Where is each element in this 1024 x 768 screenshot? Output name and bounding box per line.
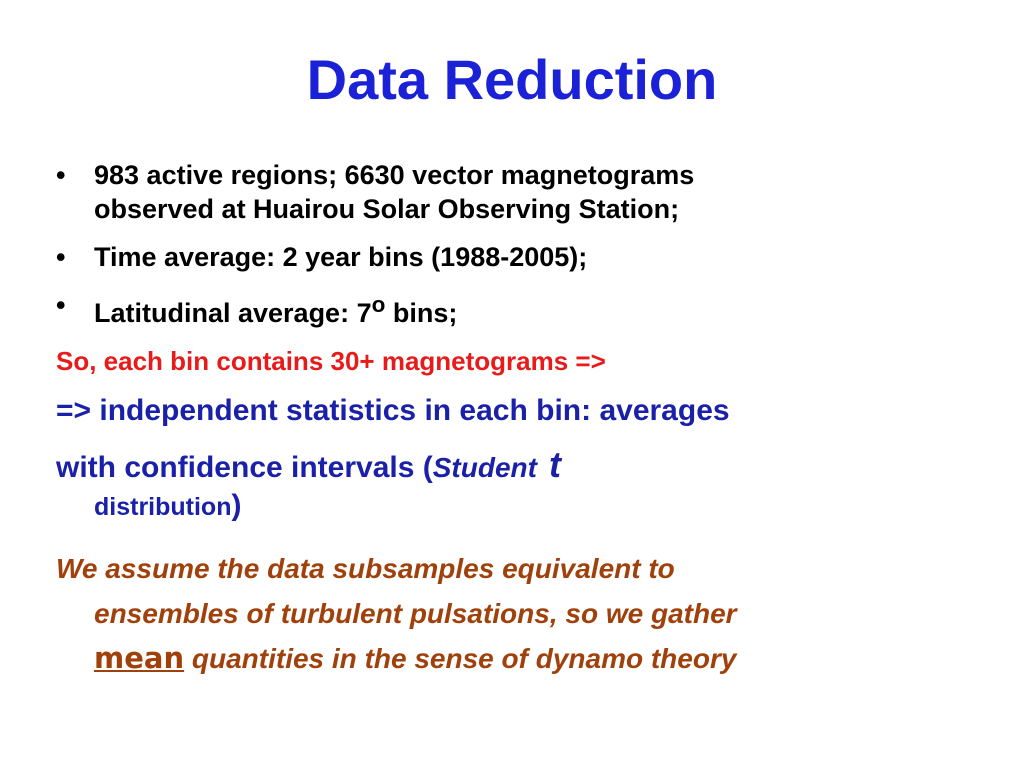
- red-statement: So, each bin contains 30+ magnetograms =…: [56, 346, 606, 376]
- bullet-text: Time average: 2 year bins (1988-2005);: [94, 242, 588, 272]
- brown-line-1: We assume the data subsamples equivalent…: [56, 553, 675, 584]
- slide-title: Data Reduction: [306, 48, 718, 111]
- mean-word: mean: [94, 641, 185, 675]
- bullet-text-after: bins;: [385, 298, 458, 328]
- blue-statement: => independent statistics in each bin: a…: [56, 392, 986, 526]
- bullet-text: 983 active regions; 6630 vector magnetog…: [94, 158, 986, 226]
- bullet-item-time-average: • Time average: 2 year bins (1988-2005);: [56, 240, 986, 274]
- brown-line-3: mean quantities in the sense of dynamo t…: [56, 636, 986, 681]
- blue-line-2-text: with confidence intervals (: [56, 451, 433, 484]
- bullet-dot-icon: •: [56, 290, 66, 320]
- blue-line-3: distribution): [56, 487, 986, 526]
- bullet-line: 983 active regions; 6630 vector magnetog…: [94, 160, 695, 190]
- bullet-dot-icon: •: [56, 160, 66, 190]
- degree-superscript: o: [371, 292, 386, 317]
- bullet-dot-icon: •: [56, 242, 66, 272]
- bullet-item-regions: • 983 active regions; 6630 vector magnet…: [56, 158, 986, 226]
- t-letter: t: [548, 444, 561, 485]
- distribution-word: distribution: [94, 493, 232, 521]
- brown-statement: We assume the data subsamples equivalent…: [56, 546, 986, 681]
- student-word: Student: [432, 452, 537, 483]
- blue-line-1: => independent statistics in each bin: a…: [56, 394, 730, 427]
- close-paren: ): [231, 489, 242, 522]
- brown-line-2: ensembles of turbulent pulsations, so we…: [94, 598, 737, 629]
- bullet-item-latitudinal-average: • Latitudinal average: 7o bins;: [56, 288, 986, 330]
- bullet-line: observed at Huairou Solar Observing Stat…: [94, 194, 680, 224]
- blue-line-2: with confidence intervals (Student t: [56, 446, 986, 487]
- bullet-text-main: Latitudinal average: 7: [94, 298, 372, 328]
- bullet-text: Latitudinal average: 7o bins;: [94, 288, 986, 330]
- slide-content: • 983 active regions; 6630 vector magnet…: [56, 158, 986, 681]
- brown-line-3-rest: quantities in the sense of dynamo theory: [184, 643, 737, 674]
